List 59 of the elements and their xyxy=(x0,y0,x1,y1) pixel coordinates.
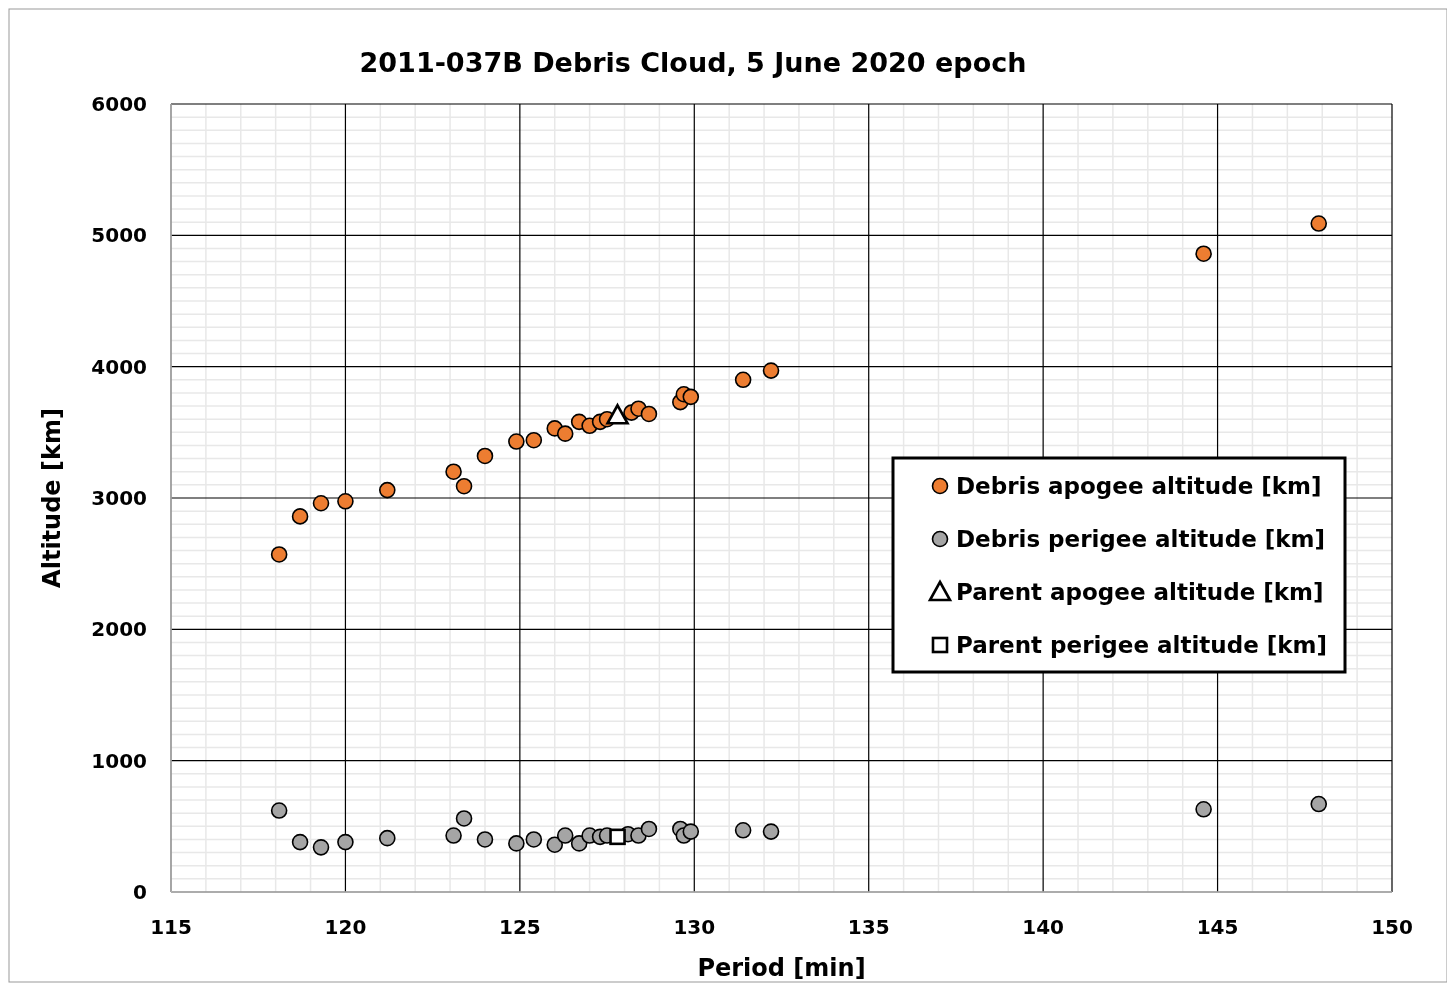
point xyxy=(1310,795,1328,813)
point xyxy=(525,431,543,449)
point xyxy=(291,508,309,525)
point xyxy=(762,823,780,840)
point xyxy=(734,821,752,839)
point xyxy=(445,827,462,844)
point xyxy=(734,371,752,389)
legend-label: Debris perigee altitude [km] xyxy=(956,526,1326,552)
x-axis-title: Period [min] xyxy=(697,954,866,982)
point xyxy=(337,492,354,510)
point xyxy=(1195,800,1212,818)
y-tick-label: 2000 xyxy=(91,617,147,642)
point xyxy=(476,447,494,465)
legend-label: Debris apogee altitude [km] xyxy=(956,473,1322,499)
point xyxy=(609,828,626,846)
chart-title: 2011-037B Debris Cloud, 5 June 2020 epoch xyxy=(359,47,1027,78)
y-tick-label: 4000 xyxy=(91,354,147,379)
point xyxy=(270,802,288,819)
point xyxy=(337,833,354,851)
point xyxy=(455,810,473,827)
point xyxy=(1310,215,1328,232)
point xyxy=(640,405,658,423)
point xyxy=(445,463,462,481)
y-tick-label: 3000 xyxy=(91,486,147,510)
point xyxy=(640,820,658,838)
x-tick-label: 135 xyxy=(847,915,890,939)
point xyxy=(291,833,309,851)
y-tick-label: 1000 xyxy=(91,748,147,773)
point xyxy=(546,836,564,854)
point xyxy=(1195,245,1212,263)
point xyxy=(312,494,330,512)
point xyxy=(378,829,396,847)
point xyxy=(508,835,525,852)
legend-label: Parent apogee altitude [km] xyxy=(956,579,1324,605)
point xyxy=(556,827,574,844)
point xyxy=(378,481,396,499)
point xyxy=(312,839,330,856)
y-tick-label: 6000 xyxy=(91,92,147,116)
point xyxy=(762,362,780,379)
x-tick-label: 145 xyxy=(1196,915,1239,939)
point xyxy=(455,477,473,495)
point xyxy=(476,831,494,848)
x-tick-label: 125 xyxy=(498,915,541,939)
point xyxy=(525,831,543,848)
point xyxy=(508,433,525,450)
y-axis-title: Altitude [km] xyxy=(38,408,66,588)
x-tick-label: 140 xyxy=(1022,915,1065,939)
x-tick-label: 130 xyxy=(673,915,716,939)
point xyxy=(682,388,700,406)
x-tick-label: 120 xyxy=(324,915,367,939)
y-tick-label: 5000 xyxy=(91,223,147,248)
point xyxy=(682,823,700,840)
x-tick-label: 115 xyxy=(150,915,192,939)
y-tick-label: 0 xyxy=(133,880,147,904)
x-tick-label: 150 xyxy=(1371,915,1413,939)
point xyxy=(556,425,574,442)
point xyxy=(270,546,288,563)
point xyxy=(606,403,629,425)
legend-label: Parent perigee altitude [km] xyxy=(956,632,1328,658)
